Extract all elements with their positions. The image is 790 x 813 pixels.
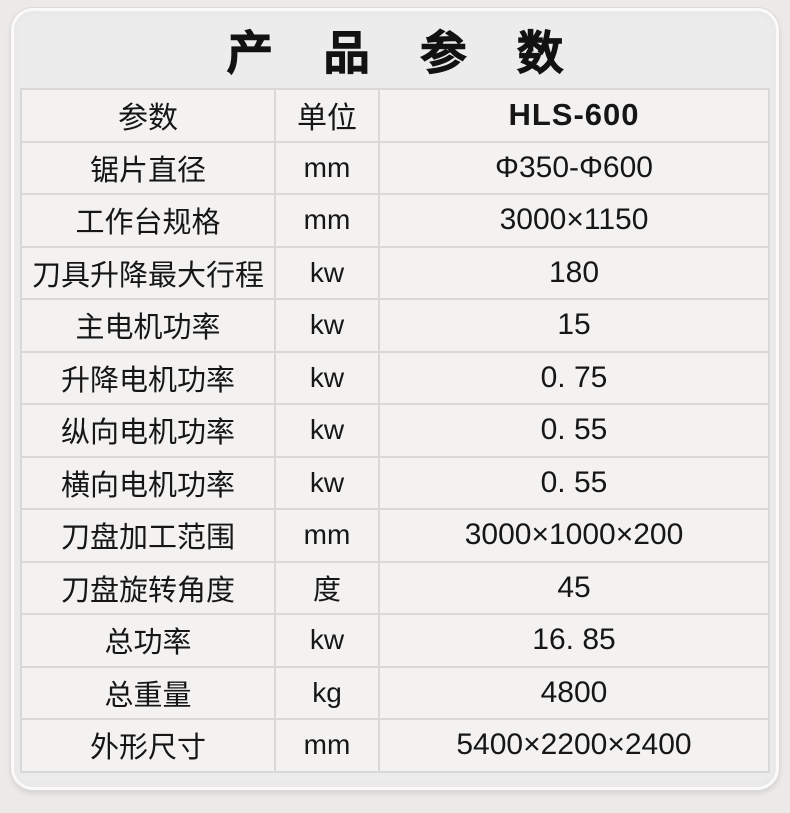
- unit-cell: kw: [274, 245, 380, 300]
- value-cell: 0. 55: [378, 455, 770, 510]
- param-cell: 总重量: [20, 665, 276, 720]
- value-cell: 180: [378, 245, 770, 300]
- unit-cell: mm: [274, 193, 380, 248]
- table-row: 刀盘加工范围 mm 3000×1000×200: [20, 508, 770, 563]
- value-cell: 0. 75: [378, 350, 770, 405]
- unit-cell: kg: [274, 665, 380, 720]
- value-cell: 16. 85: [378, 613, 770, 668]
- header-unit: 单位: [274, 88, 380, 143]
- param-cell: 刀盘加工范围: [20, 508, 276, 563]
- unit-cell: mm: [274, 508, 380, 563]
- unit-cell: kw: [274, 298, 380, 353]
- table-row: 刀盘旋转角度 度 45: [20, 560, 770, 615]
- param-cell: 纵向电机功率: [20, 403, 276, 458]
- table-row: 主电机功率 kw 15: [20, 298, 770, 353]
- value-cell: 4800: [378, 665, 770, 720]
- table-row: 外形尺寸 mm 5400×2200×2400: [20, 718, 770, 773]
- table-row: 横向电机功率 kw 0. 55: [20, 455, 770, 510]
- unit-cell: kw: [274, 455, 380, 510]
- value-cell: 3000×1000×200: [378, 508, 770, 563]
- table-header-row: 参数 单位 HLS-600: [20, 88, 770, 143]
- param-cell: 刀盘旋转角度: [20, 560, 276, 615]
- param-cell: 外形尺寸: [20, 718, 276, 773]
- param-cell: 横向电机功率: [20, 455, 276, 510]
- param-cell: 工作台规格: [20, 193, 276, 248]
- unit-cell: kw: [274, 403, 380, 458]
- page-title: 产 品 参 数: [226, 26, 583, 79]
- value-cell: 5400×2200×2400: [378, 718, 770, 773]
- param-cell: 总功率: [20, 613, 276, 668]
- header-model: HLS-600: [378, 88, 770, 143]
- value-cell: 3000×1150: [378, 193, 770, 248]
- unit-cell: 度: [274, 560, 380, 615]
- param-cell: 主电机功率: [20, 298, 276, 353]
- value-cell: 0. 55: [378, 403, 770, 458]
- unit-cell: mm: [274, 718, 380, 773]
- param-cell: 升降电机功率: [20, 350, 276, 405]
- unit-cell: kw: [274, 350, 380, 405]
- spec-card: 产 品 参 数 参数 单位 HLS-600 锯片直径 mm Φ350-Φ600 …: [11, 8, 779, 790]
- header-param: 参数: [20, 88, 276, 143]
- param-cell: 锯片直径: [20, 140, 276, 195]
- value-cell: Φ350-Φ600: [378, 140, 770, 195]
- value-cell: 15: [378, 298, 770, 353]
- param-cell: 刀具升降最大行程: [20, 245, 276, 300]
- unit-cell: kw: [274, 613, 380, 668]
- table-row: 升降电机功率 kw 0. 75: [20, 350, 770, 405]
- table-row: 总功率 kw 16. 85: [20, 613, 770, 668]
- value-cell: 45: [378, 560, 770, 615]
- table-row: 刀具升降最大行程 kw 180: [20, 245, 770, 300]
- table-row: 总重量 kg 4800: [20, 665, 770, 720]
- spec-table: 参数 单位 HLS-600 锯片直径 mm Φ350-Φ600 工作台规格 mm…: [20, 88, 770, 773]
- unit-cell: mm: [274, 140, 380, 195]
- table-row: 工作台规格 mm 3000×1150: [20, 193, 770, 248]
- table-row: 锯片直径 mm Φ350-Φ600: [20, 140, 770, 195]
- table-row: 纵向电机功率 kw 0. 55: [20, 403, 770, 458]
